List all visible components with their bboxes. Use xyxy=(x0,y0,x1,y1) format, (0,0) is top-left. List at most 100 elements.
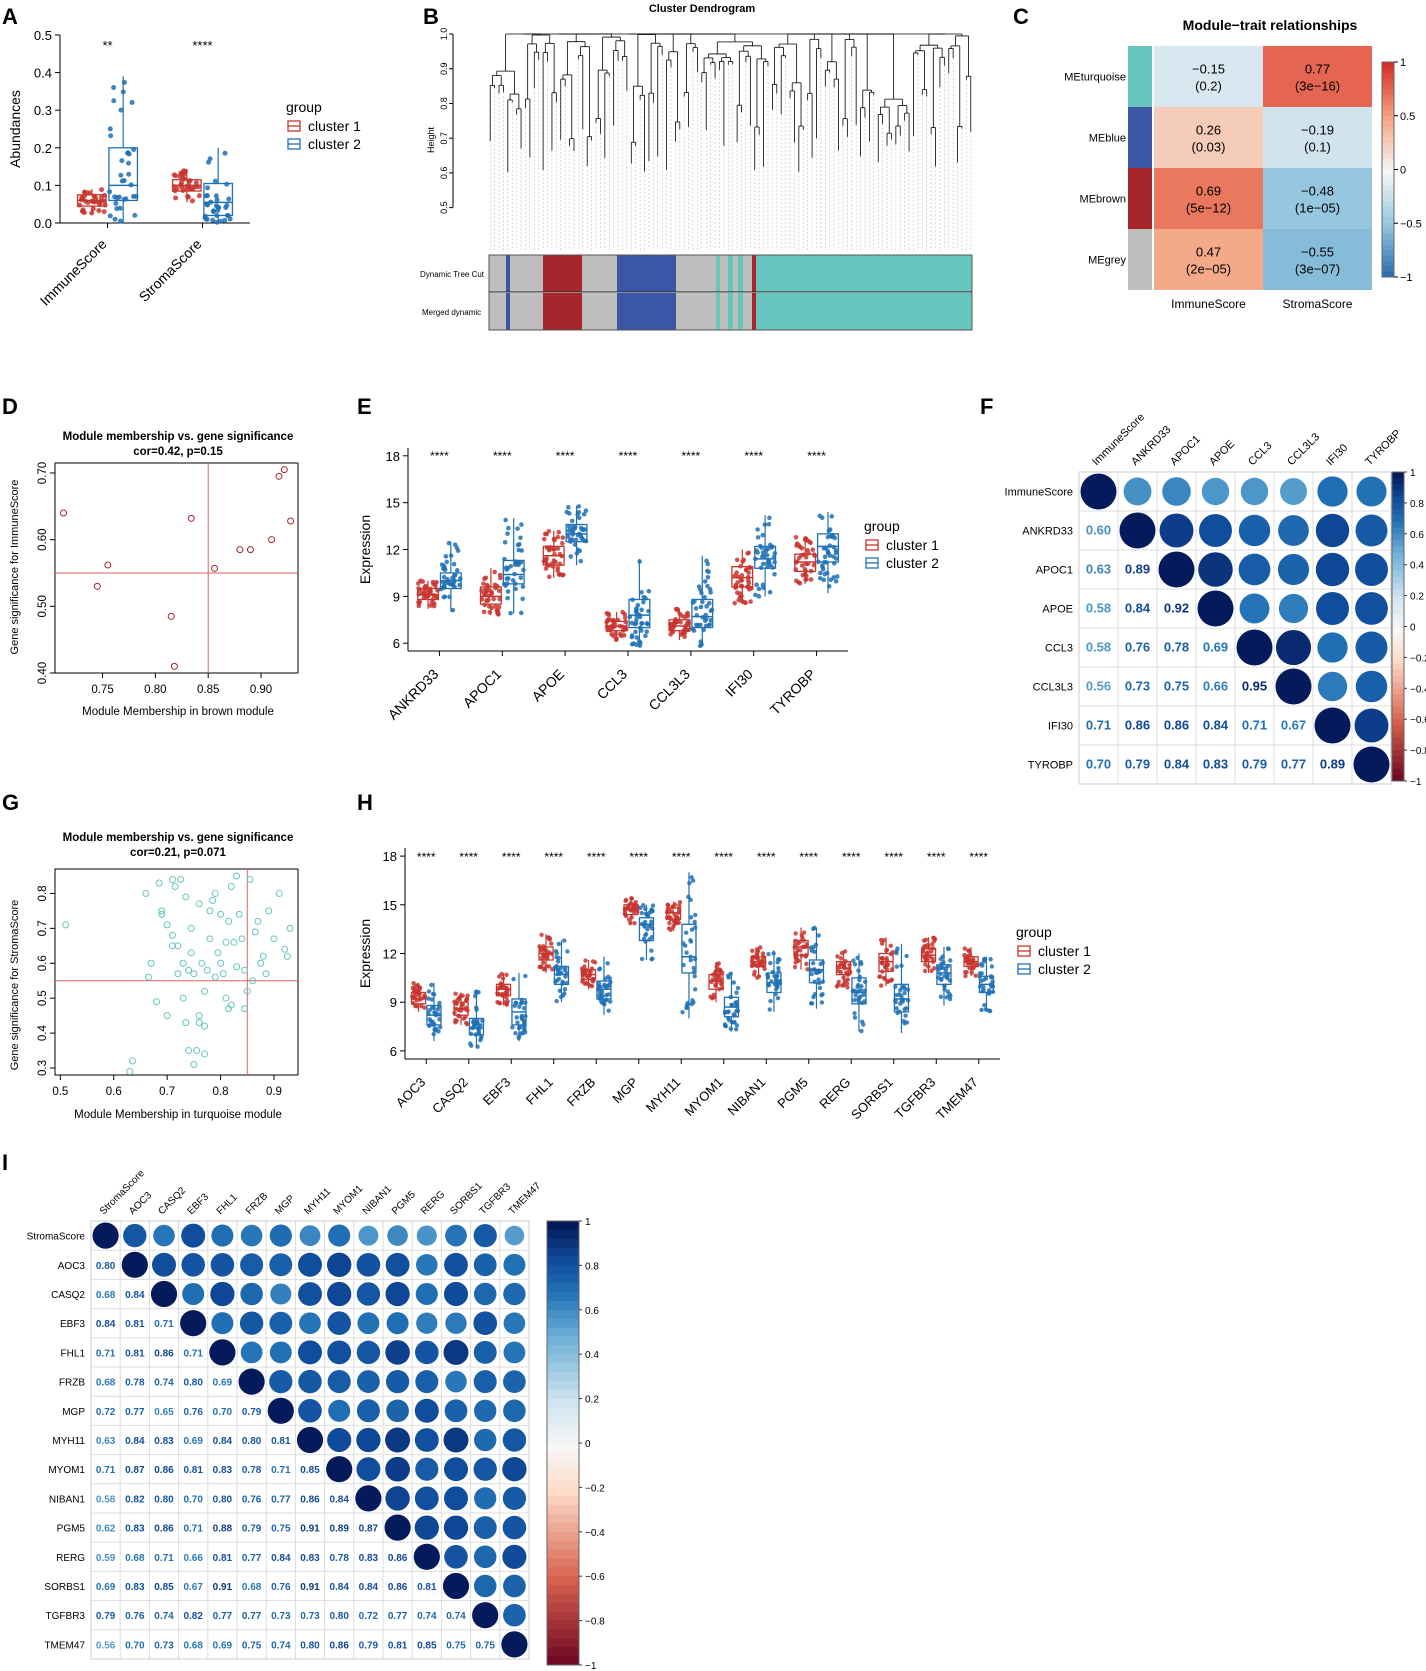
data-point xyxy=(251,928,259,936)
module-color-segment xyxy=(617,293,621,330)
data-point xyxy=(900,997,906,1002)
data-point xyxy=(604,985,609,990)
scale-tick-label: 0.2 xyxy=(1410,592,1424,603)
data-point xyxy=(677,899,683,905)
data-point xyxy=(437,1000,442,1006)
corr-value: 0.81 xyxy=(183,1465,203,1476)
scale-swatch xyxy=(1392,552,1404,560)
data-point xyxy=(90,206,96,212)
data-point xyxy=(692,956,698,962)
data-point xyxy=(980,963,985,968)
data-point xyxy=(142,889,150,897)
significance-label: **** xyxy=(619,449,638,463)
legend-label: cluster 2 xyxy=(308,136,361,152)
y-tick-label: 0.7 xyxy=(439,132,449,145)
data-point xyxy=(226,196,232,202)
data-point xyxy=(734,1023,740,1028)
corr-circle xyxy=(269,1341,292,1364)
cell-correlation: −0.15 xyxy=(1192,62,1225,77)
data-point xyxy=(637,559,642,564)
data-point xyxy=(639,590,644,595)
row-label: MYOM1 xyxy=(48,1465,85,1476)
corr-value: 0.85 xyxy=(154,1582,174,1593)
corr-value: 0.73 xyxy=(1125,679,1150,694)
scale-swatch xyxy=(1382,260,1394,267)
corr-value: 0.91 xyxy=(213,1582,233,1593)
data-point xyxy=(812,979,817,984)
data-point xyxy=(107,213,113,219)
data-point xyxy=(612,624,617,629)
data-point xyxy=(643,939,648,944)
scale-swatch xyxy=(547,1647,579,1657)
data-point xyxy=(854,989,860,995)
data-point xyxy=(675,607,680,613)
data-point xyxy=(707,622,713,627)
corr-circle xyxy=(1236,629,1273,666)
data-point xyxy=(471,1017,477,1023)
scale-swatch xyxy=(1392,694,1404,702)
corr-circle xyxy=(414,1515,439,1540)
data-point xyxy=(691,969,697,975)
module-color-segment xyxy=(543,293,582,330)
data-point xyxy=(511,976,516,982)
corr-circle xyxy=(356,1252,381,1277)
data-point xyxy=(211,564,219,572)
data-point xyxy=(820,992,825,997)
corr-circle xyxy=(210,1253,235,1277)
heatmap-cell xyxy=(1263,168,1372,229)
data-point xyxy=(859,984,864,989)
module-color-chip xyxy=(1128,107,1152,168)
x-tick-label: MYOM1 xyxy=(682,1075,726,1119)
data-point xyxy=(746,570,751,575)
data-point xyxy=(281,945,289,953)
data-point xyxy=(811,552,817,557)
corr-circle xyxy=(385,1340,410,1365)
data-point xyxy=(182,893,190,901)
scale-swatch xyxy=(547,1656,579,1666)
data-point xyxy=(615,617,621,623)
data-point xyxy=(767,1007,772,1012)
corr-value: 0.86 xyxy=(154,1465,174,1476)
row-label: TGFBR3 xyxy=(46,1611,86,1622)
data-point xyxy=(519,610,524,616)
data-point xyxy=(280,466,288,474)
corr-circle xyxy=(355,1485,382,1512)
scale-swatch xyxy=(1392,496,1404,504)
scale-swatch xyxy=(1392,614,1404,621)
scale-swatch xyxy=(1392,725,1404,733)
dendrogram-title: Cluster Dendrogram xyxy=(649,3,756,15)
corr-circle xyxy=(443,1457,469,1482)
module-color-segment xyxy=(543,255,582,292)
data-point xyxy=(708,617,714,623)
scale-swatch xyxy=(1392,657,1404,665)
significance-label: **** xyxy=(799,850,818,864)
data-point xyxy=(167,612,175,620)
column-label: EBF3 xyxy=(186,1191,212,1217)
data-point xyxy=(641,903,646,908)
data-point xyxy=(722,1009,728,1015)
data-point xyxy=(578,558,584,564)
corr-circle xyxy=(445,1312,467,1334)
corr-circle xyxy=(209,1339,236,1366)
data-point xyxy=(489,591,495,596)
corr-circle xyxy=(503,1603,526,1627)
data-point xyxy=(557,988,562,993)
y-tick-label: 0.3 xyxy=(34,103,52,118)
data-point xyxy=(989,975,994,980)
data-point xyxy=(768,960,773,966)
data-point xyxy=(833,556,839,561)
data-point xyxy=(452,1010,457,1016)
scale-swatch xyxy=(547,1416,579,1426)
data-point xyxy=(692,919,697,925)
data-point xyxy=(549,941,554,946)
data-point xyxy=(173,173,179,179)
data-point xyxy=(943,966,949,971)
cell-correlation: −0.19 xyxy=(1301,123,1334,138)
data-point xyxy=(726,1009,731,1014)
scale-swatch xyxy=(1392,502,1404,510)
module-color-segment xyxy=(582,255,617,292)
data-point xyxy=(429,997,434,1002)
data-point xyxy=(623,898,628,903)
data-point xyxy=(676,916,681,922)
y-tick-label: 0.6 xyxy=(439,167,449,180)
